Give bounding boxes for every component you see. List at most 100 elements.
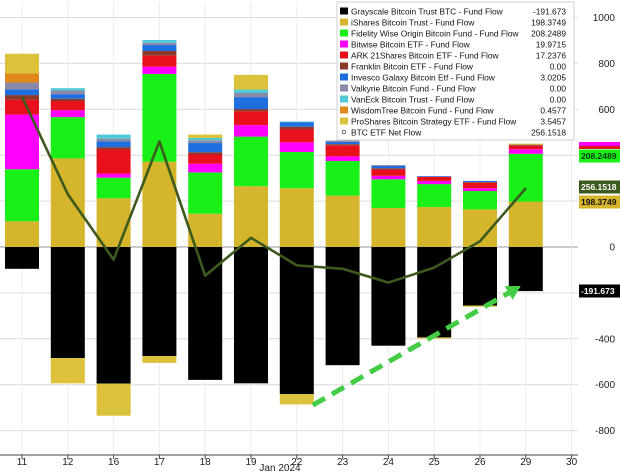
bar-segment [463, 180, 497, 183]
bar-segment [279, 129, 314, 143]
bar-segment [5, 221, 39, 247]
bar-segment [188, 137, 223, 141]
bar-segment [188, 143, 223, 153]
bar-segment [50, 158, 85, 247]
bar-segment [463, 188, 497, 192]
bar-segment [142, 66, 177, 74]
legend-label: Fidelity Wise Origin Bitcoin Fund - Fund… [351, 29, 520, 39]
x-tick-label: 29 [520, 457, 532, 468]
bar-segment [142, 73, 177, 162]
value-tag-text: 256.1518 [581, 182, 617, 192]
bar-segment [50, 358, 85, 384]
x-tick-label: 30 [566, 457, 578, 468]
bar-segment [279, 126, 314, 130]
bar-segment [5, 73, 39, 83]
bar-segment [463, 191, 497, 210]
bar-segment [417, 207, 452, 247]
legend-swatch [340, 84, 348, 92]
bar-segment [142, 45, 177, 52]
x-tick-label: 24 [383, 457, 395, 468]
bar-segment [234, 136, 268, 187]
y-tick-label: 1000 [593, 13, 616, 24]
bar-segment [50, 110, 85, 118]
legend-label: BTC ETF Net Flow [351, 128, 422, 138]
legend-swatch [340, 51, 348, 59]
value-tag-stub [579, 142, 620, 146]
bar-segment [96, 177, 131, 199]
bar-segment [508, 145, 543, 150]
bar-segment [188, 247, 223, 380]
x-tick-label: 16 [108, 457, 120, 468]
bar-segment [234, 247, 268, 384]
bar-segment [508, 149, 543, 154]
bar-segment [142, 55, 177, 67]
legend-label: Franklin Bitcoin ETF - Fund Flow [351, 62, 474, 72]
legend-value: 198.3749 [531, 18, 566, 28]
legend-swatch [340, 40, 348, 48]
bar-segment [279, 188, 314, 247]
bar-segment [96, 147, 131, 150]
bar-segment [5, 169, 39, 222]
legend-swatch [340, 29, 348, 37]
y-tick-label: -600 [595, 380, 615, 391]
legend-box [336, 1, 575, 141]
bar-segment [325, 145, 360, 157]
value-tag-box [579, 195, 620, 209]
legend-label: Bitwise Bitcoin ETF - Fund Flow [351, 40, 471, 50]
x-axis: Jan 2024 11 12 16 17 18 19 22 23 24 25 26 29 30 [0, 454, 578, 474]
bar-segment [325, 160, 360, 196]
bar-segment [188, 134, 223, 138]
bar-segment [371, 168, 406, 170]
legend-swatch [340, 7, 348, 15]
bar-segment [142, 42, 177, 46]
bar-segment [188, 152, 223, 155]
bar-segment [142, 247, 177, 357]
y-tick-label: 0 [609, 243, 615, 254]
x-tick-label: 18 [200, 457, 212, 468]
bar-segment [5, 247, 39, 269]
bar-segment [96, 141, 131, 148]
bar-segment [96, 247, 131, 384]
legend-label: Invesco Galaxy Bitcoin Etf - Fund Flow [351, 73, 496, 83]
x-tick-label: 17 [154, 457, 166, 468]
value-tags: -191.673 256.1518 208.2489 198.3749 [579, 142, 620, 298]
bar-segment [371, 247, 406, 346]
bar-segment [279, 142, 314, 152]
bar-segment [234, 111, 268, 126]
legend-value: 208.2489 [531, 29, 566, 39]
value-tag-box [579, 284, 620, 298]
x-tick-label: 19 [245, 457, 257, 468]
x-tick-label: 25 [429, 457, 441, 468]
y-tick-label: 600 [598, 105, 615, 116]
trend-arrow [311, 286, 521, 408]
legend-label: iShares Bitcoin Trust - Fund Flow [351, 18, 475, 28]
legend-label: ARK 21Shares Bitcoin ETF - Fund Flow [351, 51, 499, 61]
legend-value: 3.5457 [540, 117, 566, 127]
bar-segment [50, 98, 85, 102]
bar-segment [142, 356, 177, 363]
bar-segment [50, 88, 85, 91]
bar-segment [188, 172, 223, 214]
bar-segment [279, 247, 314, 395]
bar-segment [96, 134, 131, 139]
bar-segment [96, 173, 131, 178]
net-flow-line-path [20, 96, 527, 284]
bar-segment [463, 305, 497, 307]
bar-segment [508, 143, 543, 145]
bar-segment [371, 165, 406, 169]
legend-label: ProShares Bitcoin Strategy ETF - Fund Fl… [351, 117, 517, 127]
x-tick-label: 11 [17, 457, 28, 468]
bar-segment [508, 201, 543, 247]
bar-segment [188, 163, 223, 173]
bar-segment [5, 53, 39, 74]
bar-segment [50, 101, 85, 111]
x-axis-label: Jan 2024 [259, 463, 301, 474]
trend-arrow-head [504, 286, 521, 300]
legend-line-marker [341, 129, 347, 135]
bar-stacks [5, 39, 543, 416]
bar-segment [325, 156, 360, 161]
legend-swatch [340, 18, 348, 26]
value-tag-stub [579, 146, 620, 149]
value-tag-text: 208.2489 [581, 151, 617, 161]
bar-segment [508, 247, 543, 292]
